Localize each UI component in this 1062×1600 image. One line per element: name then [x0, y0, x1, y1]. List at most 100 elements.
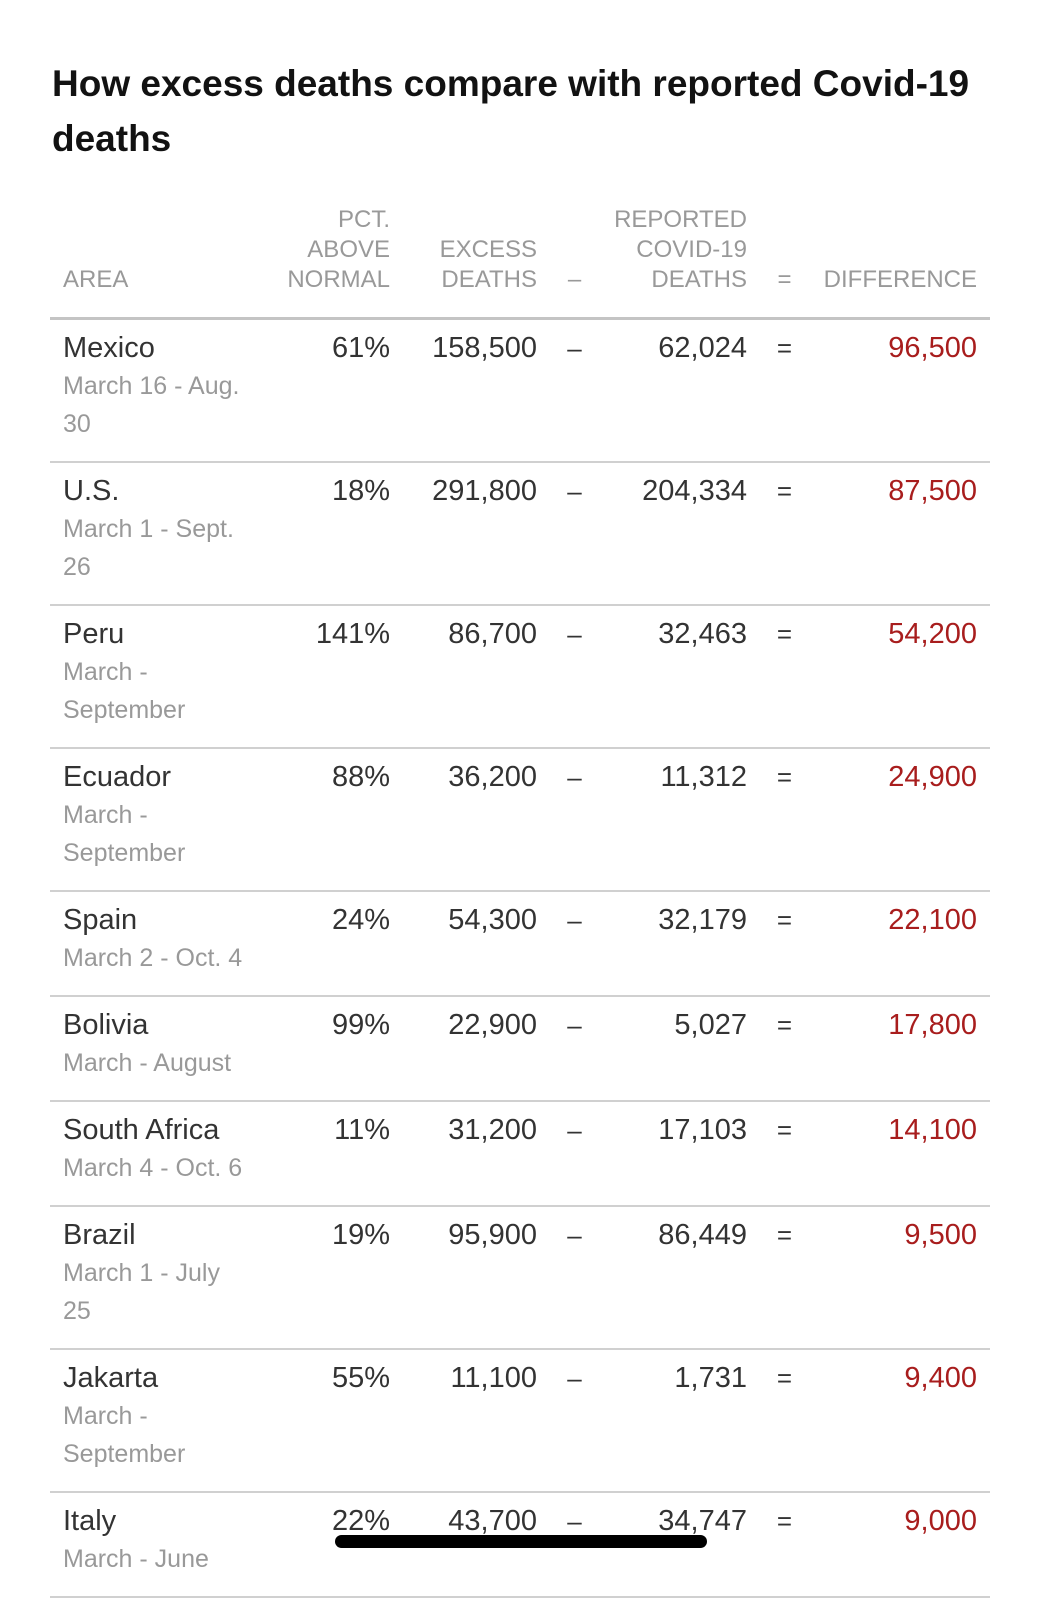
minus-sign: – [567, 1010, 582, 1040]
difference: 9,400 [904, 1362, 977, 1394]
pct-above-normal: 99% [331, 1009, 390, 1041]
reported-deaths: 34,747 [658, 1505, 747, 1537]
area-cell: Brazil March 1 - July 25 [63, 1216, 263, 1330]
area-dates: March 1 - July 25 [63, 1259, 220, 1325]
area-dates: March - August [63, 1049, 232, 1077]
table-row: Brazil March 1 - July 25 19% 95,900– 86,449 =… [50, 1207, 990, 1350]
header-area: Area [63, 266, 129, 293]
excess-deaths: 11,100 [450, 1362, 537, 1394]
area-dates: March 1 - Sept. 26 [63, 515, 234, 581]
area-cell: Spain March 2 - Oct. 4 [63, 901, 263, 977]
area-cell: Bolivia March - August [63, 1006, 263, 1082]
table-row: Mexico March 16 - Aug. 30 61% 158,500– 62,02… [50, 320, 990, 463]
area-name: Ecuador [63, 761, 172, 793]
area-name: Peru [63, 618, 125, 650]
header-difference: Difference [823, 266, 977, 293]
area-dates: March 2 - Oct. 4 [63, 944, 243, 972]
difference: 54,200 [888, 618, 977, 650]
equals-sign: = [776, 1220, 793, 1250]
area-cell: South Africa March 4 - Oct. 6 [63, 1111, 263, 1187]
equals-sign: = [776, 1363, 793, 1393]
minus-sign: – [567, 762, 582, 792]
equals-sign: = [776, 476, 793, 506]
header-reported-deaths: Reported Covid-19 deaths [614, 206, 747, 293]
difference: 17,800 [888, 1009, 977, 1041]
excess-deaths: 54,300 [448, 904, 537, 936]
table-row: Spain March 2 - Oct. 4 24% 54,300– 32,179 = 22… [50, 892, 990, 997]
area-cell: Italy March - June [63, 1502, 263, 1578]
pct-above-normal: 19% [331, 1219, 390, 1251]
minus-sign: – [567, 1506, 582, 1536]
excess-deaths: 291,800 [432, 475, 537, 507]
excess-deaths: 31,200 [448, 1114, 537, 1146]
area-cell: Ecuador March - September [63, 758, 263, 872]
table-row: Ecuador March - September 88% 36,200– 11,312… [50, 749, 990, 892]
equals-sign: = [776, 905, 793, 935]
pct-above-normal: 141% [315, 618, 390, 650]
area-cell: Peru March - September [63, 615, 263, 729]
excess-deaths: 86,700 [448, 618, 537, 650]
area-name: Spain [63, 904, 138, 936]
excess-deaths: 22,900 [448, 1009, 537, 1041]
header-pct-above-normal: Pct. above normal [287, 206, 390, 293]
difference: 87,500 [888, 475, 977, 507]
minus-sign: – [567, 476, 582, 506]
area-cell: Jakarta March - September [63, 1359, 263, 1473]
difference: 24,900 [888, 761, 977, 793]
header-excess-deaths: Excess deaths [439, 236, 537, 293]
table-header: Area Pct. above normal Excess deaths – R… [50, 205, 990, 320]
header-minus: – [567, 266, 582, 293]
header-equals: = [777, 266, 792, 293]
excess-deaths-table: Area Pct. above normal Excess deaths – R… [50, 205, 990, 1598]
reported-deaths: 204,334 [642, 475, 747, 507]
pct-above-normal: 11% [334, 1114, 390, 1146]
excess-deaths: 95,900 [448, 1219, 537, 1251]
reported-deaths: 86,449 [658, 1219, 747, 1251]
table-row: Italy March - June 22% 43,700– 34,747 = 9,000 [50, 1493, 990, 1598]
area-name: Brazil [63, 1219, 136, 1251]
area-name: Bolivia [63, 1009, 149, 1041]
excess-deaths: 158,500 [432, 332, 537, 364]
excess-deaths: 43,700 [448, 1505, 537, 1537]
pct-above-normal: 61% [331, 332, 390, 364]
minus-sign: – [567, 1363, 582, 1393]
table-row: U.S. March 1 - Sept. 26 18% 291,800– 204,334… [50, 463, 990, 606]
minus-sign: – [567, 1220, 582, 1250]
pct-above-normal: 22% [331, 1505, 390, 1537]
minus-sign: – [567, 905, 582, 935]
pct-above-normal: 88% [331, 761, 390, 793]
area-dates: March - September [63, 658, 186, 724]
area-cell: Mexico March 16 - Aug. 30 [63, 329, 263, 443]
difference: 14,100 [888, 1114, 977, 1146]
table-row: South Africa March 4 - Oct. 6 11% 31,200– 17… [50, 1102, 990, 1207]
equals-sign: = [776, 1115, 793, 1145]
table-row: Peru March - September 141% 86,700– 32,463 = 5… [50, 606, 990, 749]
area-name: Italy [63, 1505, 117, 1537]
area-cell: U.S. March 1 - Sept. 26 [63, 472, 263, 586]
equals-sign: = [776, 333, 793, 363]
equals-sign: = [776, 619, 793, 649]
difference: 22,100 [888, 904, 977, 936]
equals-sign: = [776, 1010, 793, 1040]
area-name: Jakarta [63, 1362, 159, 1394]
minus-sign: – [567, 1115, 582, 1145]
area-name: U.S. [63, 475, 120, 507]
pct-above-normal: 18% [331, 475, 390, 507]
home-indicator[interactable] [335, 1535, 707, 1548]
table-row: Jakarta March - September 55% 11,100– 1,731 =… [50, 1350, 990, 1493]
equals-sign: = [776, 762, 793, 792]
pct-above-normal: 24% [331, 904, 390, 936]
area-dates: March 16 - Aug. 30 [63, 372, 240, 438]
pct-above-normal: 55% [331, 1362, 390, 1394]
page-title: How excess deaths compare with reported … [52, 63, 970, 159]
area-dates: March - September [63, 1402, 186, 1468]
area-name: Mexico [63, 332, 155, 364]
reported-deaths: 62,024 [658, 332, 747, 364]
table-row: Bolivia March - August 99% 22,900– 5,027 = 17,… [50, 997, 990, 1102]
minus-sign: – [567, 333, 582, 363]
difference: 9,500 [904, 1219, 977, 1251]
area-dates: March - September [63, 801, 186, 867]
difference: 96,500 [888, 332, 977, 364]
equals-sign: = [776, 1506, 793, 1536]
reported-deaths: 32,179 [658, 904, 747, 936]
